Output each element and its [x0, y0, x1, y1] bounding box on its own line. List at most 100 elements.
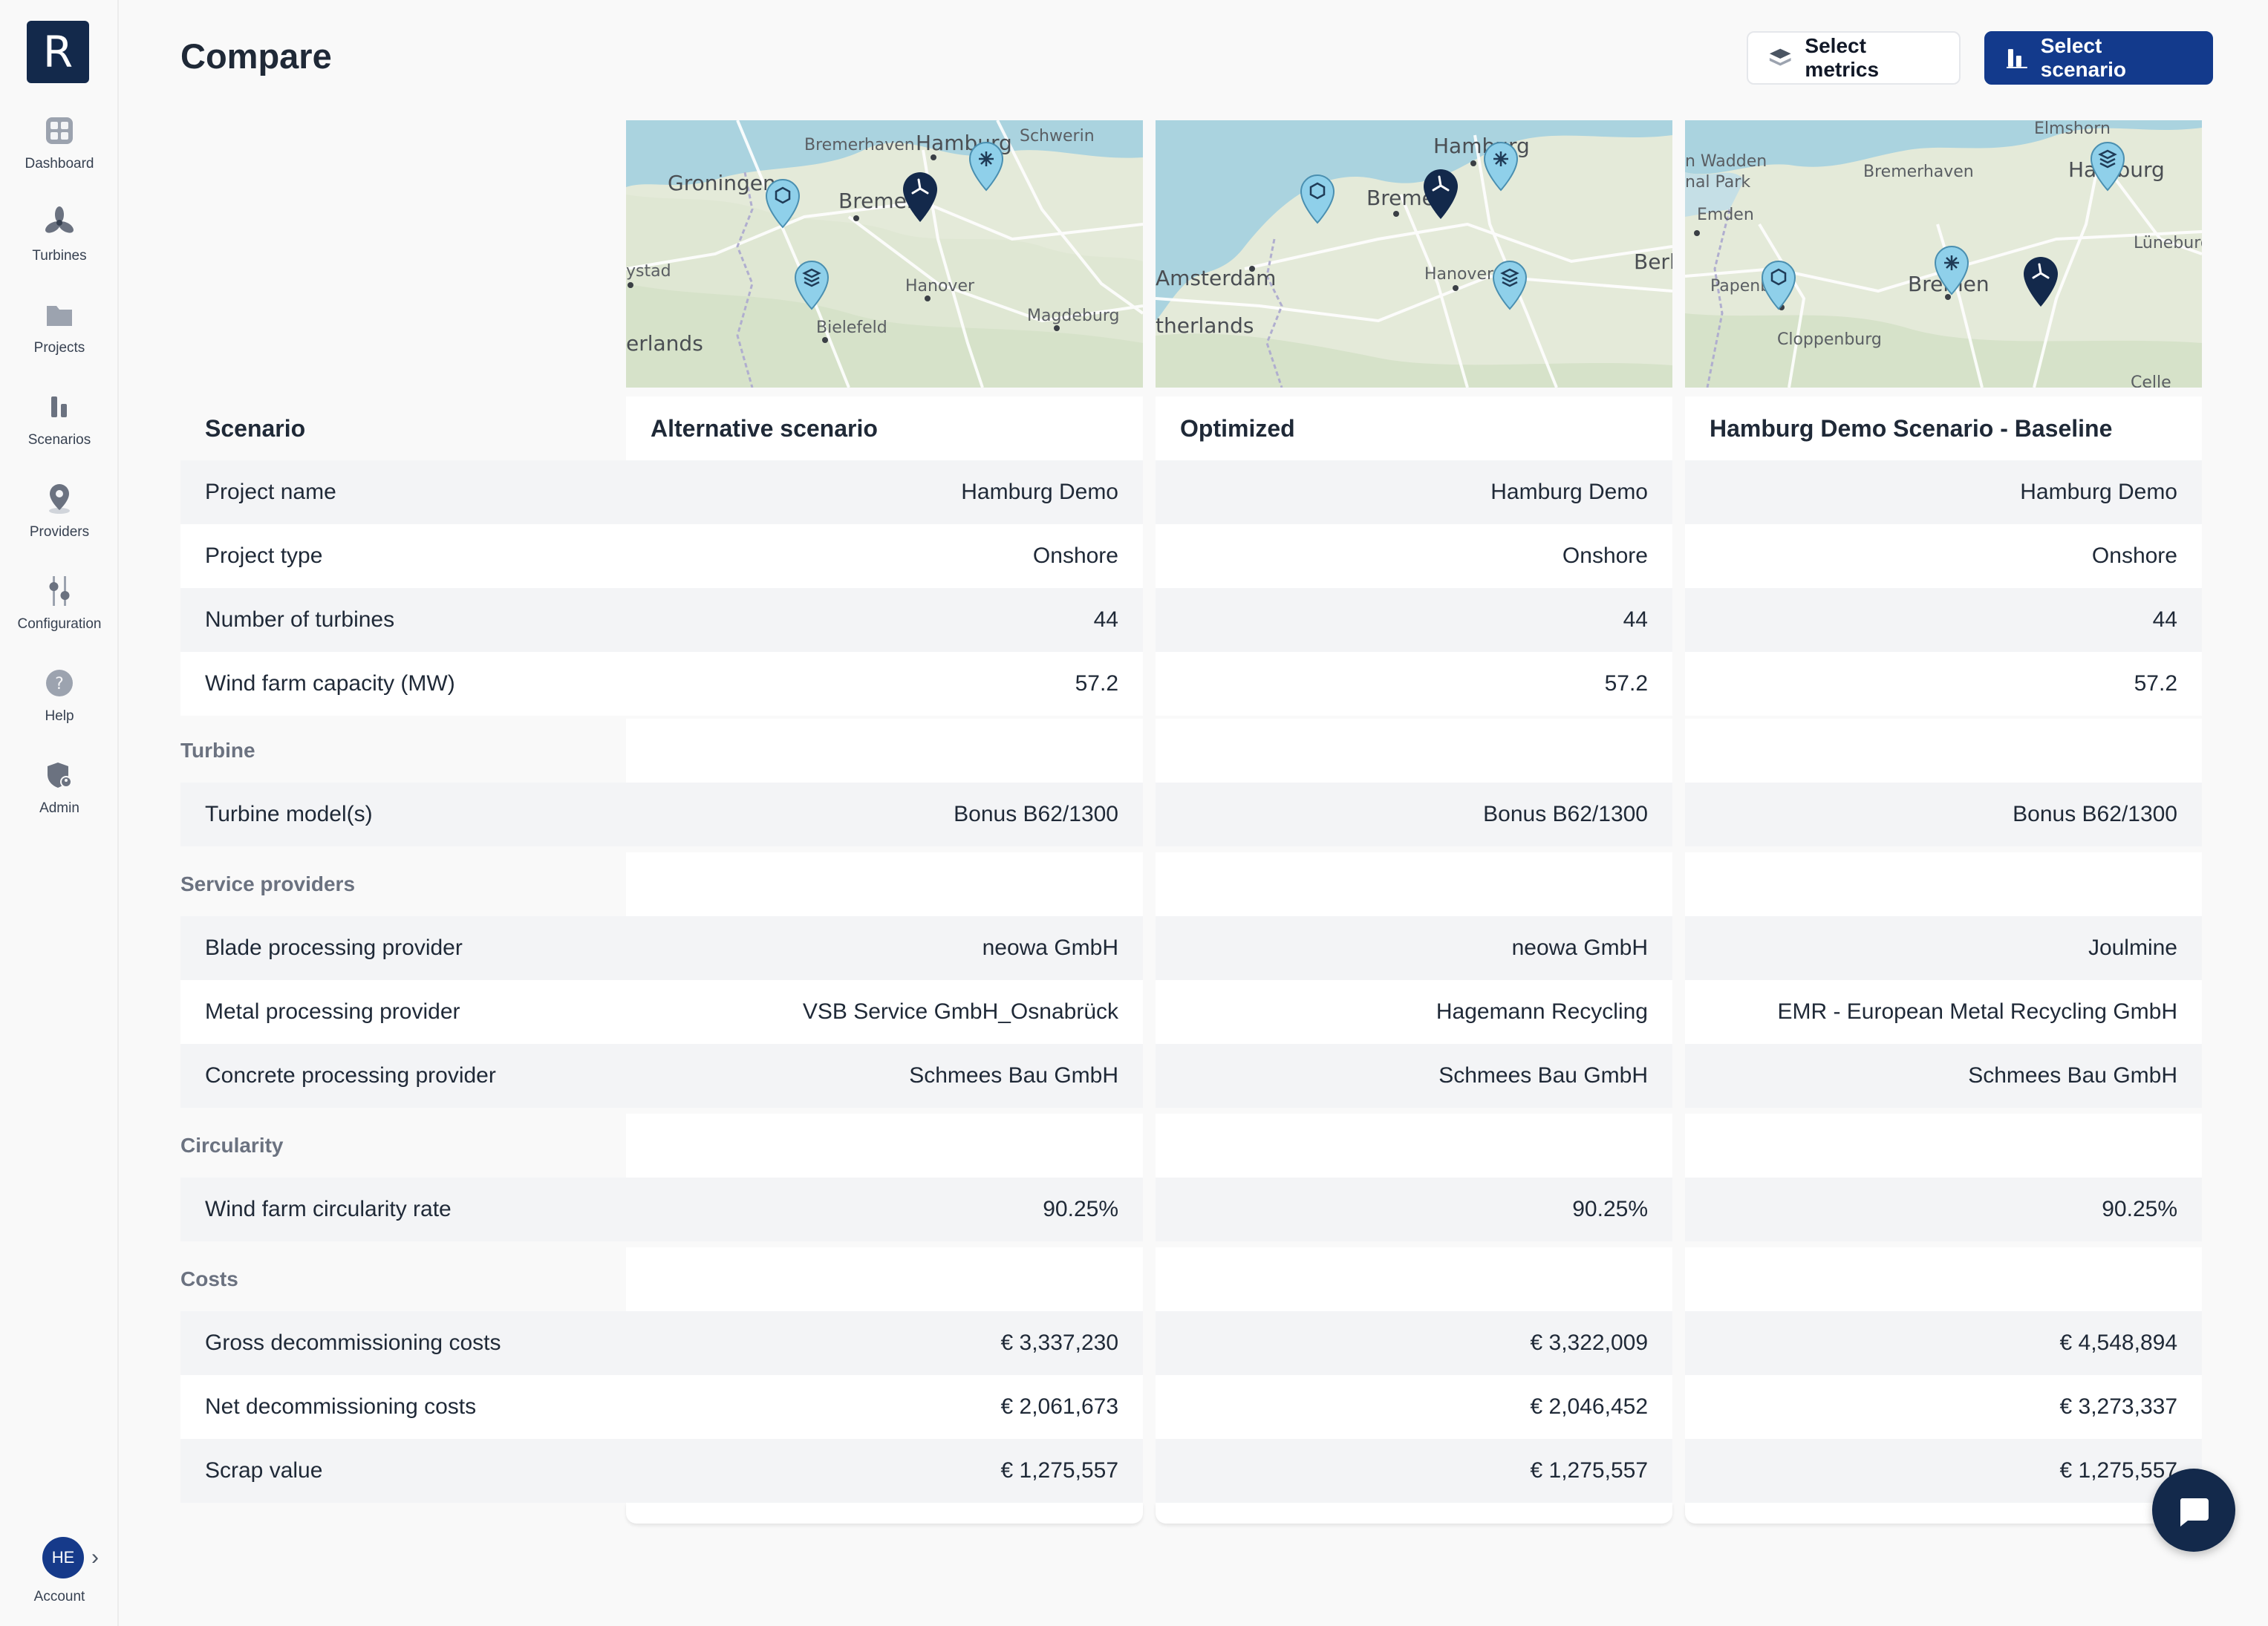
- scenario-map-2[interactable]: Hamburg Bremen Amsterdam Hanover Berl th…: [1156, 120, 1672, 388]
- provider-marker-icon[interactable]: [1300, 174, 1335, 224]
- bar-chart-icon: [2006, 49, 2027, 68]
- avatar[interactable]: HE: [42, 1537, 84, 1578]
- wind-farm-marker-icon[interactable]: [903, 172, 937, 222]
- row-value: Hamburg Demo: [1685, 460, 2202, 524]
- svg-text:ystad: ystad: [626, 262, 671, 281]
- select-metrics-label: Select metrics: [1805, 34, 1880, 81]
- select-scenario-label: Select scenario: [2040, 34, 2126, 81]
- svg-text:Elmshorn: Elmshorn: [2034, 120, 2111, 138]
- section-heading: Turbine: [180, 719, 2202, 783]
- sidebar-item-label: Scenarios: [27, 432, 91, 448]
- svg-text:Hanover: Hanover: [1424, 265, 1494, 284]
- scenario-name[interactable]: Optimized: [1156, 396, 1672, 460]
- provider-marker-icon[interactable]: [1483, 141, 1519, 192]
- row-value: Joulmine: [1685, 916, 2202, 980]
- sidebar-item-label: Configuration: [17, 616, 102, 632]
- sidebar-item-projects[interactable]: Projects: [0, 297, 119, 379]
- row-value: Onshore: [1156, 524, 1672, 588]
- section-heading: Costs: [180, 1247, 2202, 1311]
- grid-icon: [42, 113, 77, 148]
- row-value: neowa GmbH: [1156, 916, 1672, 980]
- svg-text:Emden: Emden: [1697, 206, 1754, 224]
- app-logo[interactable]: R: [27, 21, 89, 83]
- row-value: € 2,061,673: [626, 1375, 1143, 1439]
- table-row: Gross decommissioning costs € 3,337,230 …: [180, 1311, 2202, 1375]
- layers-icon: [1769, 48, 1791, 66]
- svg-text:Cloppenburg: Cloppenburg: [1777, 330, 1882, 349]
- section-spacer: [1156, 852, 1672, 916]
- section-spacer: [626, 719, 1143, 783]
- svg-text:?: ?: [55, 675, 64, 693]
- provider-marker-icon[interactable]: [2090, 141, 2125, 192]
- svg-text:Berl: Berl: [1634, 249, 1672, 274]
- sidebar-item-label: Help: [45, 708, 74, 724]
- section-spacer: [1156, 719, 1672, 783]
- sidebar-item-scenarios[interactable]: Scenarios: [0, 389, 119, 471]
- row-value: € 3,322,009: [1156, 1311, 1672, 1375]
- account-label: Account: [33, 1589, 85, 1604]
- chat-button[interactable]: [2152, 1469, 2235, 1552]
- row-label: Scrap value: [180, 1439, 626, 1503]
- row-value: Onshore: [626, 524, 1143, 588]
- svg-text:n Wadden: n Wadden: [1685, 152, 1767, 171]
- select-scenario-button[interactable]: Select scenario: [1984, 31, 2213, 85]
- row-value: 57.2: [626, 652, 1143, 716]
- provider-marker-icon[interactable]: [1492, 260, 1528, 310]
- svg-text:nal Park: nal Park: [1685, 173, 1750, 192]
- svg-text:Bremerhaven: Bremerhaven: [804, 136, 915, 154]
- scenario-header-row: Scenario Alternative scenario Optimized …: [180, 396, 2202, 460]
- provider-marker-icon[interactable]: [1761, 260, 1796, 310]
- section-spacer: [1685, 1247, 2202, 1311]
- row-label: Wind farm circularity rate: [180, 1178, 626, 1241]
- section-heading: Circularity: [180, 1114, 2202, 1178]
- section-label: Costs: [180, 1267, 238, 1290]
- sidebar-item-providers[interactable]: Providers: [0, 481, 119, 563]
- row-value: Schmees Bau GmbH: [626, 1044, 1143, 1108]
- scenario-map-1[interactable]: Bremerhaven Hamburg Schwerin Groningen B…: [626, 120, 1143, 388]
- row-value: Hamburg Demo: [626, 460, 1143, 524]
- provider-marker-icon[interactable]: [765, 178, 801, 229]
- row-value: 44: [1685, 588, 2202, 652]
- row-value: € 3,337,230: [626, 1311, 1143, 1375]
- sidebar-item-label: Dashboard: [25, 156, 94, 172]
- svg-text:Bielefeld: Bielefeld: [816, 319, 887, 337]
- bar-chart-icon: [42, 389, 77, 425]
- row-value: € 1,275,557: [626, 1439, 1143, 1503]
- sidebar-item-configuration[interactable]: Configuration: [0, 573, 119, 655]
- sidebar-item-label: Turbines: [32, 248, 87, 264]
- wind-farm-marker-icon[interactable]: [1424, 169, 1458, 219]
- section-spacer: [1685, 719, 2202, 783]
- wind-farm-marker-icon[interactable]: [2024, 257, 2058, 307]
- section-label: Service providers: [180, 872, 356, 895]
- account-menu[interactable]: HE › Account: [0, 1537, 119, 1619]
- sidebar-item-admin[interactable]: Admin: [0, 757, 119, 839]
- sidebar-item-turbines[interactable]: Turbines: [0, 205, 119, 287]
- row-value: € 3,273,337: [1685, 1375, 2202, 1439]
- row-value: Bonus B62/1300: [1685, 783, 2202, 846]
- row-value: Bonus B62/1300: [1156, 783, 1672, 846]
- row-label: Turbine model(s): [180, 783, 626, 846]
- table-row: Turbine model(s) Bonus B62/1300 Bonus B6…: [180, 783, 2202, 846]
- row-value: VSB Service GmbH_Osnabrück: [626, 980, 1143, 1044]
- svg-text:Papenb: Papenb: [1710, 277, 1770, 296]
- provider-marker-icon[interactable]: [968, 141, 1004, 192]
- scenario-map-3[interactable]: Elmshorn n Wadden nal Park Bremerhaven H…: [1685, 120, 2202, 388]
- section-heading: Service providers: [180, 852, 2202, 916]
- section-spacer: [1685, 1114, 2202, 1178]
- sidebar-item-dashboard[interactable]: Dashboard: [0, 113, 119, 195]
- section-spacer: [626, 1114, 1143, 1178]
- scenario-name[interactable]: Alternative scenario: [626, 396, 1143, 460]
- select-metrics-button[interactable]: Select metrics: [1747, 31, 1961, 85]
- row-value: Hamburg Demo: [1156, 460, 1672, 524]
- scenario-name[interactable]: Hamburg Demo Scenario - Baseline: [1685, 396, 2202, 460]
- provider-marker-icon[interactable]: [794, 260, 830, 310]
- chat-icon: [2180, 1498, 2209, 1527]
- row-label: Concrete processing provider: [180, 1044, 626, 1108]
- row-label: Project name: [180, 460, 626, 524]
- table-row: Project type Onshore Onshore Onshore: [180, 524, 2202, 588]
- row-label: Metal processing provider: [180, 980, 626, 1044]
- row-value: € 2,046,452: [1156, 1375, 1672, 1439]
- sidebar-item-help[interactable]: ? Help: [0, 665, 119, 747]
- row-value: Hagemann Recycling: [1156, 980, 1672, 1044]
- provider-marker-icon[interactable]: [1934, 245, 1969, 296]
